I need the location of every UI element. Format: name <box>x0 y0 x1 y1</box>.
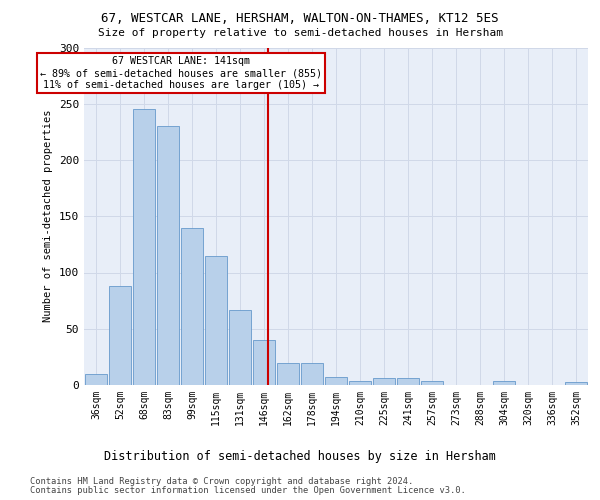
Text: Contains public sector information licensed under the Open Government Licence v3: Contains public sector information licen… <box>30 486 466 495</box>
Bar <box>157 126 179 385</box>
Text: Distribution of semi-detached houses by size in Hersham: Distribution of semi-detached houses by … <box>104 450 496 463</box>
Text: Contains HM Land Registry data © Crown copyright and database right 2024.: Contains HM Land Registry data © Crown c… <box>30 478 413 486</box>
Bar <box>493 380 515 385</box>
Bar <box>205 256 227 385</box>
Bar <box>133 110 155 385</box>
Bar <box>85 374 107 385</box>
Text: 67, WESTCAR LANE, HERSHAM, WALTON-ON-THAMES, KT12 5ES: 67, WESTCAR LANE, HERSHAM, WALTON-ON-THA… <box>101 12 499 26</box>
Bar <box>253 340 275 385</box>
Bar <box>397 378 419 385</box>
Bar <box>349 380 371 385</box>
Text: 67 WESTCAR LANE: 141sqm  
← 89% of semi-detached houses are smaller (855)
11% of: 67 WESTCAR LANE: 141sqm ← 89% of semi-de… <box>40 56 322 90</box>
Bar <box>565 382 587 385</box>
Bar <box>421 380 443 385</box>
Y-axis label: Number of semi-detached properties: Number of semi-detached properties <box>43 110 53 322</box>
Bar <box>325 377 347 385</box>
Bar <box>277 362 299 385</box>
Bar <box>229 310 251 385</box>
Text: Size of property relative to semi-detached houses in Hersham: Size of property relative to semi-detach… <box>97 28 503 38</box>
Bar <box>301 362 323 385</box>
Bar <box>373 378 395 385</box>
Bar <box>109 286 131 385</box>
Bar <box>181 228 203 385</box>
